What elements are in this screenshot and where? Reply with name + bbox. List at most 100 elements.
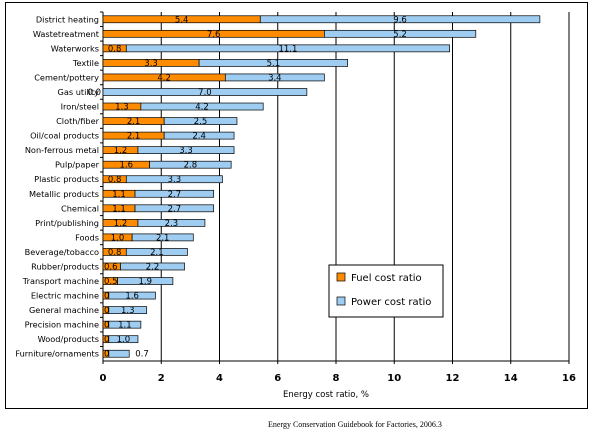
power-bar	[125, 44, 450, 53]
power-data-label: 0.7	[135, 350, 149, 360]
x-tick-label: 6	[274, 373, 281, 384]
fuel-data-label: 2.1	[127, 117, 141, 127]
power-data-label: 7.0	[198, 88, 212, 98]
category-label: Electric machine	[31, 291, 99, 301]
category-label: Wastetreatment	[33, 29, 100, 39]
power-bar	[149, 160, 232, 169]
fuel-data-label: 1.3	[115, 103, 129, 113]
power-bar	[102, 88, 308, 96]
power-bar	[224, 73, 325, 82]
power-data-label: 1.3	[121, 306, 135, 316]
power-data-label: 1.0	[117, 335, 131, 345]
fuel-data-label: 3.3	[144, 59, 158, 69]
power-bar	[108, 349, 130, 358]
power-bar	[134, 189, 215, 198]
power-data-label: 1.1	[118, 321, 132, 331]
category-label: Furniture/ornaments	[15, 349, 99, 359]
legend-label-fuel: Fuel cost ratio	[351, 273, 422, 284]
power-data-label: 2.1	[156, 233, 170, 243]
power-data-label: 2.8	[184, 161, 198, 171]
x-tick-label: 8	[333, 373, 340, 384]
chart-frame: District heating 5.4 9.6 Wastetreatment 7.6 5…	[5, 2, 588, 409]
x-tick-label: 4	[216, 373, 223, 384]
fuel-data-label: 1.1	[112, 204, 126, 214]
category-label: Beverage/tobacco	[25, 247, 99, 257]
power-data-label: 1.9	[138, 277, 152, 287]
x-tick-label: 14	[504, 373, 518, 384]
power-bar	[108, 291, 156, 300]
power-data-label: 4.2	[195, 103, 209, 113]
category-label: Foods	[75, 232, 99, 242]
category-label: Pulp/paper	[55, 160, 100, 170]
fuel-data-label: 1.6	[120, 161, 134, 171]
category-label: Transport machine	[22, 276, 99, 286]
category-label: Waterworks	[51, 43, 99, 53]
power-bar	[108, 306, 148, 314]
power-bar	[198, 59, 349, 67]
legend-swatch-fuel	[336, 272, 346, 282]
category-label: Print/publishing	[35, 218, 99, 228]
power-bar	[137, 146, 235, 154]
power-bar	[117, 277, 174, 285]
fuel-data-label: 0.8	[108, 175, 122, 185]
category-label: Chemical	[61, 203, 99, 213]
x-tick-label: 12	[446, 373, 460, 384]
category-label: Cement/pottery	[34, 72, 99, 82]
category-label: General machine	[29, 305, 99, 315]
category-label: Precision machine	[25, 320, 99, 330]
legend-box	[328, 264, 444, 318]
power-data-label: 3.3	[179, 146, 193, 156]
power-bar	[125, 248, 188, 256]
fuel-data-label: 2.1	[127, 132, 141, 142]
source-note: Energy Conservation Guidebook for Factor…	[268, 420, 442, 429]
category-label: Wood/products	[38, 334, 99, 344]
power-bar	[163, 117, 238, 125]
power-data-label: 3.3	[168, 175, 182, 185]
category-label: Cloth/fiber	[56, 116, 100, 126]
fuel-data-label: 0.6	[104, 262, 118, 272]
power-data-label: 3.4	[268, 73, 282, 83]
fuel-data-label: 1.2	[114, 146, 128, 156]
x-tick-label: 0	[100, 373, 107, 384]
fuel-data-label: 5.4	[175, 15, 189, 25]
x-axis-title: Energy cost ratio, %	[283, 390, 369, 400]
power-bar	[324, 29, 477, 38]
power-bar	[108, 335, 139, 344]
category-label: Non-ferrous metal	[25, 145, 99, 155]
fuel-data-label: 1.2	[114, 219, 128, 229]
fuel-data-label: 0.8	[108, 248, 122, 258]
power-bar	[125, 175, 223, 184]
power-data-label: 2.7	[168, 204, 182, 214]
x-tick-label: 2	[158, 373, 165, 384]
x-tick-label: 10	[387, 373, 401, 384]
fuel-data-label: 0.0	[87, 88, 101, 98]
power-bar	[259, 15, 541, 24]
x-tick-label: 16	[562, 373, 576, 384]
category-label: Rubber/products	[31, 261, 99, 271]
power-data-label: 2.7	[168, 190, 182, 200]
fuel-data-label: 0.5	[104, 277, 118, 287]
category-label: Iron/steel	[61, 102, 99, 112]
power-bar	[137, 219, 206, 227]
power-data-label: 1.6	[125, 292, 139, 302]
fuel-data-label: 7.6	[207, 30, 221, 40]
power-data-label: 11.1	[278, 44, 297, 54]
bar-chart: District heating 5.4 9.6 Wastetreatment 7.6 5…	[15, 11, 576, 400]
category-label: Plastic products	[34, 174, 99, 184]
power-bar	[163, 131, 235, 140]
power-bar	[108, 320, 142, 329]
power-data-label: 5.2	[393, 30, 407, 40]
power-data-label: 2.2	[146, 262, 160, 272]
power-data-label: 5.1	[267, 59, 281, 69]
fuel-data-label: 4.2	[157, 73, 171, 83]
power-bar	[120, 262, 185, 271]
category-label: District heating	[36, 14, 99, 24]
power-data-label: 2.3	[165, 219, 179, 229]
power-bar	[140, 102, 264, 111]
fuel-data-label: 0.8	[108, 44, 122, 54]
category-label: Metallic products	[29, 189, 99, 199]
power-bar	[134, 204, 215, 213]
power-data-label: 2.5	[194, 117, 208, 127]
fuel-data-label: 1.1	[112, 190, 126, 200]
power-data-label: 2.1	[150, 248, 164, 258]
